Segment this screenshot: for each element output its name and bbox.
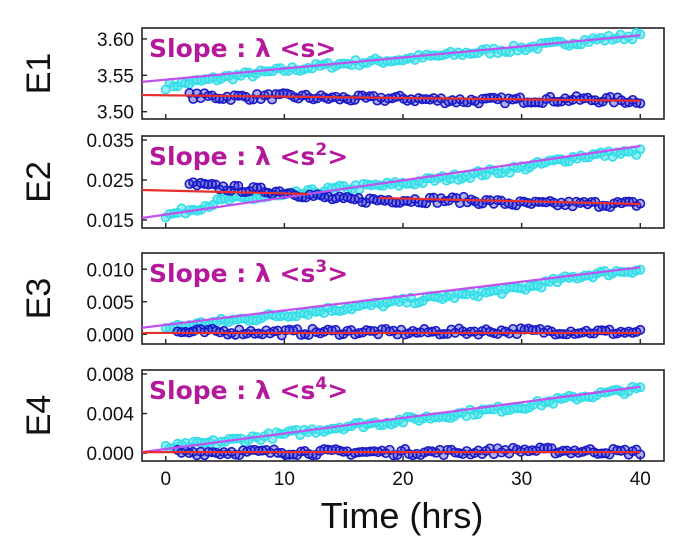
y-tick-label: 0.015 bbox=[86, 211, 134, 232]
slope-annotation: Slope : λ <s> bbox=[149, 34, 336, 63]
slope-annotation: Slope : λ <s4> bbox=[149, 374, 348, 405]
x-tick-label: 20 bbox=[392, 469, 413, 490]
blue-fit-line bbox=[141, 188, 309, 196]
x-tick-label: 40 bbox=[630, 469, 651, 490]
y-axis-label: E4 bbox=[20, 395, 58, 437]
panel-e1: 3.60 3.55 3.50 E1 Slope : λ <s> bbox=[20, 27, 665, 124]
y-tick-label: 3.60 bbox=[97, 30, 134, 51]
y-tick-label: 0.008 bbox=[86, 365, 134, 386]
y-tick-label: 0.010 bbox=[86, 260, 134, 281]
x-tick-label: 10 bbox=[274, 469, 295, 490]
x-tick-label: 30 bbox=[511, 469, 532, 490]
y-axis-label: E3 bbox=[20, 278, 58, 320]
cyan-fit-line bbox=[141, 34, 641, 83]
slope-annotation: Slope : λ <s3> bbox=[149, 257, 348, 288]
y-tick-label: 0.005 bbox=[86, 293, 134, 314]
cyan-fit-line bbox=[141, 266, 641, 329]
data-point bbox=[635, 29, 646, 40]
slope-annotation: Slope : λ <s2> bbox=[149, 140, 348, 171]
y-tick-label: 0.035 bbox=[86, 131, 134, 152]
cyan-fit-line bbox=[141, 385, 641, 454]
panel-e4: 0.008 0.004 0.000 E4 Slope : λ <s4> bbox=[20, 365, 665, 465]
blue-fit-line bbox=[379, 196, 641, 206]
x-tick-label: 0 bbox=[160, 469, 171, 490]
x-axis-label: Time (hrs) bbox=[321, 495, 484, 536]
y-tick-label: 0.000 bbox=[86, 444, 134, 465]
y-axis-label: E1 bbox=[20, 53, 58, 95]
y-tick-label: 3.55 bbox=[97, 66, 134, 87]
y-tick-label: 0.004 bbox=[86, 405, 134, 426]
y-tick-label: 3.50 bbox=[97, 103, 134, 124]
panel-e3: 0.010 0.005 0.000 E3 Slope : λ <s3> bbox=[20, 252, 665, 346]
panel-e2: 0.035 0.025 0.015 E2 Slope : λ <s2> bbox=[20, 131, 665, 232]
y-axis-label: E2 bbox=[20, 161, 58, 203]
y-tick-label: 0.000 bbox=[86, 325, 134, 346]
y-tick-label: 0.025 bbox=[86, 171, 134, 192]
blue-fit-line bbox=[141, 93, 641, 102]
cyan-fit-line bbox=[141, 144, 641, 220]
